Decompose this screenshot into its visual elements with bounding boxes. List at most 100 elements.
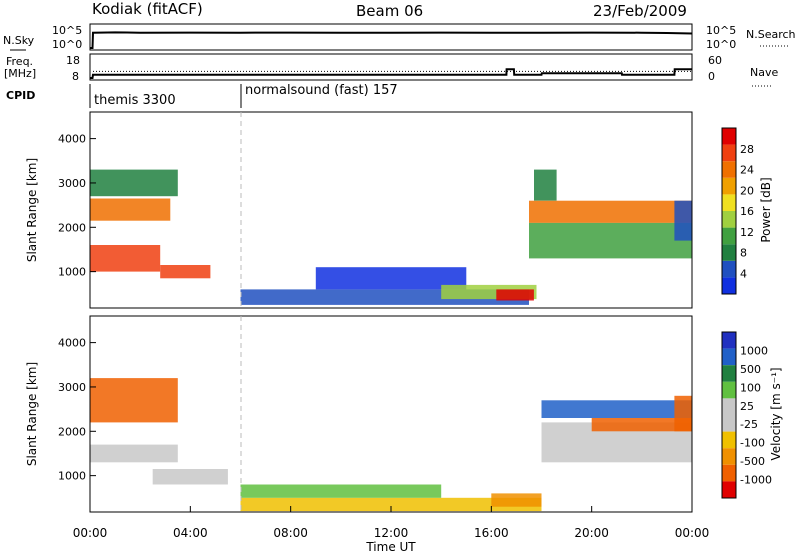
power-region-11 [674,200,692,241]
freq-panel: 18 8 60 0 [66,53,722,83]
power-cbar-tick-5: 24 [740,164,754,177]
power-cbar-segment-9 [722,128,736,145]
velocity-cbar-segment-1 [722,348,736,366]
power-ylabel: Slant Range [km] [25,158,39,262]
time-xlabel: Time UT [365,540,416,554]
power-cbar-label: Power [dB] [759,177,773,242]
velocity-region-0 [90,378,178,423]
power-cbar-tick-3: 16 [740,205,754,218]
power-cbar-tick-2: 12 [740,226,754,239]
power-cbar-segment-3 [722,227,736,245]
xtick-label-5: 20:00 [574,526,609,540]
nsky-ytick-bottom: 10^0 [52,38,82,51]
nsky-frame [89,23,693,51]
velocity-cbar-tick-3: 25 [740,400,754,413]
power-region-8 [529,200,692,223]
power-cbar-segment-4 [722,211,736,228]
power-cbar-tick-4: 20 [740,184,754,197]
velocity-region-4 [491,493,542,507]
power-cbar-tick-1: 8 [740,247,747,260]
power-region-10 [534,169,557,201]
power-cbar-segment-6 [722,177,736,195]
velocity-data-layer [90,378,692,512]
velocity-cbar-tick-4: -25 [740,418,758,431]
power-region-1 [90,245,161,272]
velocity-cbar-segment-5 [722,415,736,432]
xtick-label-6: 00:00 [675,526,710,540]
velocity-cbar-tick-6: -500 [740,455,765,468]
power-cbar-frame [721,127,737,295]
velocity-region-6 [541,400,692,418]
cpid-strip: themis 3300 normalsound (fast) 157 [89,83,398,108]
time-xaxis: 00:00 04:00 08:00 12:00 16:00 20:00 00:00 [73,506,710,540]
power-cbar-segment-2 [722,244,736,261]
freq-ytick-top: 18 [66,54,80,67]
power-ytick-label-3: 4000 [58,133,86,146]
xtick-label-1: 04:00 [173,526,208,540]
power-region-7 [496,289,534,301]
beam-title: Beam 06 [356,2,423,20]
nsearch-label: N.Search [746,28,796,41]
power-cbar-segment-8 [722,144,736,162]
station-title: Kodiak (fitACF) [92,0,203,18]
power-data-layer [90,169,692,305]
velocity-ytick-label-0: 1000 [58,470,86,483]
power-ytick-label-2: 3000 [58,177,86,190]
velocity-region-2 [152,469,228,485]
velocity-cbar-frame [721,331,737,499]
velocity-cbar-tick-1: 500 [740,363,761,376]
nave-label: Nave [750,66,778,79]
freq-unit-label: [MHz] [4,67,36,80]
nsky-series-line [90,31,693,49]
velocity-ytick-label-1: 2000 [58,425,86,438]
velocity-ylabel: Slant Range [km] [25,362,39,466]
velocity-cbar-label: Velocity [m s⁻¹] [769,367,783,460]
velocity-cbar-segment-0 [722,332,736,349]
cpid-block-2-label: normalsound (fast) 157 [245,83,398,98]
freq-ytick-bottom: 8 [72,70,79,83]
nave-ytick-top: 60 [708,54,722,67]
power-region-5 [315,267,467,290]
velocity-cbar-segment-9 [722,481,736,498]
velocity-cbar-segment-4 [722,398,736,415]
freq-label: Freq. [6,55,33,68]
power-cbar-segment-5 [722,194,736,211]
velocity-region-9 [674,395,692,432]
power-ytick-label-1: 2000 [58,221,86,234]
velocity-cbar-segment-3 [722,381,736,399]
nsky-ytick-top: 10^5 [52,24,82,37]
velocity-region-1 [90,444,178,463]
velocity-cbar-tick-0: 1000 [740,344,768,357]
velocity-cbar-tick-7: -1000 [740,474,772,487]
power-cbar-tick-0: 4 [740,267,747,280]
power-cbar-segment-7 [722,161,736,178]
power-panel: 1000 2000 3000 4000 Slant Range [km] 4 8 12 16… [25,111,773,309]
power-region-0 [90,198,171,221]
velocity-panel: 1000 2000 3000 4000 Slant Range [km] 1000 50… [25,315,783,554]
velocity-ytick-label-2: 3000 [58,381,86,394]
xtick-label-0: 00:00 [73,526,108,540]
xtick-label-3: 12:00 [374,526,409,540]
velocity-region-8 [591,418,692,432]
nsearch-ytick-bottom: 10^0 [706,38,736,51]
velocity-cbar-tick-5: -100 [740,437,765,450]
power-region-3 [90,169,178,197]
power-cbar-segment-1 [722,260,736,278]
velocity-region-5 [240,484,442,498]
power-region-9 [529,222,692,259]
velocity-cbar-segment-7 [722,448,736,465]
power-colorbar: 4 8 12 16 20 24 28 [721,127,754,295]
nsky-panel: 10^5 10^0 10^5 10^0 [52,23,736,51]
power-region-2 [160,265,211,279]
power-cbar-segment-0 [722,277,736,294]
velocity-region-3 [240,497,542,512]
nsearch-ytick-top: 10^5 [706,24,736,37]
power-frame [89,111,693,309]
xtick-label-2: 08:00 [273,526,308,540]
freq-frame [89,53,693,81]
cpid-block-1-label: themis 3300 [94,93,176,108]
nave-ytick-bottom: 0 [708,70,715,83]
velocity-cbar-segment-2 [722,365,736,382]
xtick-label-4: 16:00 [474,526,509,540]
